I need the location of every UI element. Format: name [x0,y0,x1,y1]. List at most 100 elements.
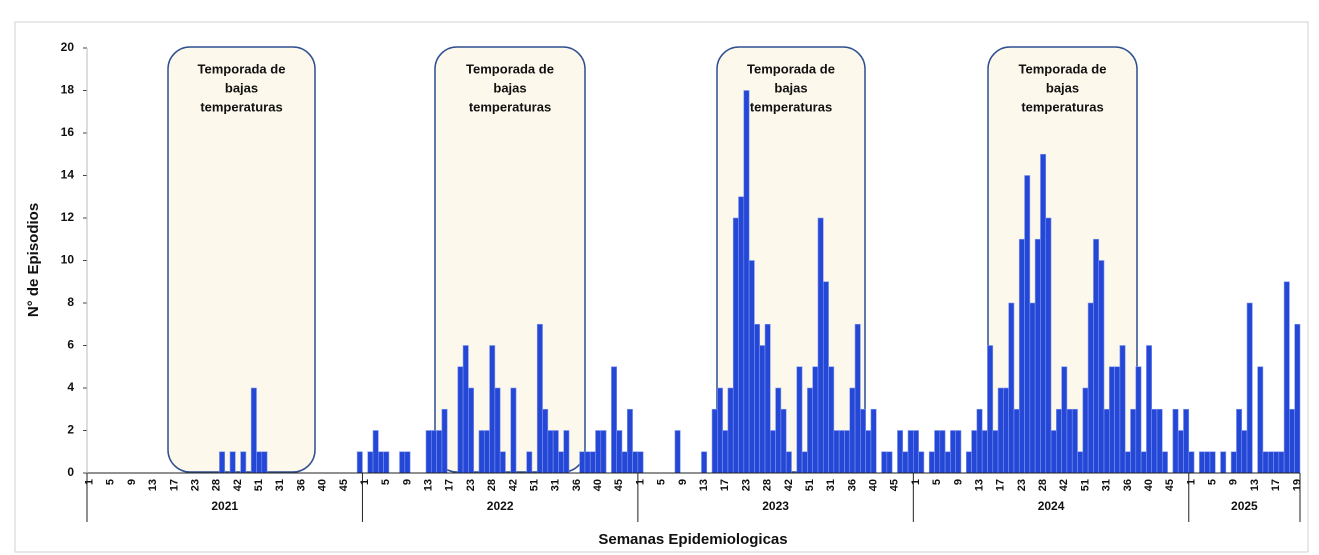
x-tick-label: 36 [846,479,858,491]
x-tick-label: 45 [889,479,901,491]
y-tick-label: 8 [67,295,74,309]
bar [796,366,803,474]
bar [748,260,755,474]
x-tick-label: 9 [952,479,964,485]
bar [1008,302,1015,474]
bar [711,408,718,474]
y-tick-label: 4 [67,380,74,394]
season-box [434,46,586,473]
annotation-text: temperaturas [469,99,551,114]
bar [801,451,808,474]
bar [955,430,962,474]
bar [1050,430,1057,474]
bar [1230,451,1237,474]
x-tick-label: 23 [740,479,752,491]
bar [367,451,374,474]
x-tick-label: 51 [253,479,265,491]
bar [674,430,681,474]
x-tick-label: 13 [147,479,159,491]
bar [542,408,549,474]
bar [1151,408,1158,474]
bar [833,430,840,474]
bar [1273,451,1280,474]
bar [807,387,813,474]
bar [754,323,761,474]
bar [1045,217,1052,474]
bar [219,451,226,474]
x-tick-label: 36 [1122,479,1134,491]
bar [1082,387,1089,474]
x-tick-label: 42 [783,479,795,491]
bar [950,430,956,474]
bar [1071,408,1078,474]
bar [632,451,639,474]
x-tick-label: 51 [1079,479,1091,491]
bar [356,451,363,474]
bar [1236,408,1243,474]
bar [1103,408,1110,474]
x-tick-label: 31 [1101,479,1113,491]
bar [785,451,792,474]
bar [1109,366,1115,474]
bar [589,451,596,474]
bar [563,430,570,474]
bar [743,90,750,474]
x-tick-label: 9 [677,479,689,485]
x-tick-label: 9 [126,479,138,485]
x-tick-label: 36 [295,479,307,491]
bar [1172,408,1179,474]
bar [1130,408,1137,474]
bar [494,387,501,474]
bar [997,387,1004,474]
x-tick-label: 42 [232,479,244,491]
bar [812,366,819,474]
x-tick-label: 42 [1058,479,1070,491]
x-tick-label: 28 [211,479,223,491]
bar [256,451,263,474]
bar [934,430,941,474]
x-tick-label: 5 [1207,479,1219,485]
bar [976,408,983,474]
bar [1114,366,1121,474]
year-label: 2023 [762,499,789,513]
bar [547,430,554,474]
x-tick-label: 5 [380,479,392,485]
bar [1003,387,1009,474]
bar [828,366,835,474]
bar [1077,451,1084,474]
bar [897,430,904,474]
bar [939,430,946,474]
bar [457,366,464,474]
x-tick-label: 31 [825,479,837,491]
bar [1066,408,1073,474]
bar [727,387,734,474]
x-tick-label: 13 [698,479,710,491]
bar [1241,430,1248,474]
bar [870,408,877,474]
x-tick-label: 40 [592,479,604,491]
x-tick-label: 9 [1228,479,1240,485]
bar [1161,451,1168,474]
bar [584,451,591,474]
x-tick-label: 13 [1249,479,1261,491]
bar [1040,153,1047,474]
bar [817,217,824,474]
bar [1013,408,1020,474]
annotation-text: bajas [493,80,526,95]
bar [510,387,517,474]
bar [981,430,988,474]
bar [499,451,506,474]
bar [399,451,406,474]
x-tick-label: 5 [931,479,943,485]
chart-frame [14,21,1309,553]
x-tick-label: 40 [868,479,880,491]
bar [701,451,708,474]
x-tick-label: 45 [1164,479,1176,491]
year-label: 2021 [211,499,238,513]
x-tick-label: 1 [1185,479,1197,485]
x-tick-label: 17 [995,479,1007,491]
bar [944,451,951,474]
bar [918,451,925,474]
annotation-text: bajas [1046,80,1079,95]
x-tick-label: 1 [359,479,371,485]
